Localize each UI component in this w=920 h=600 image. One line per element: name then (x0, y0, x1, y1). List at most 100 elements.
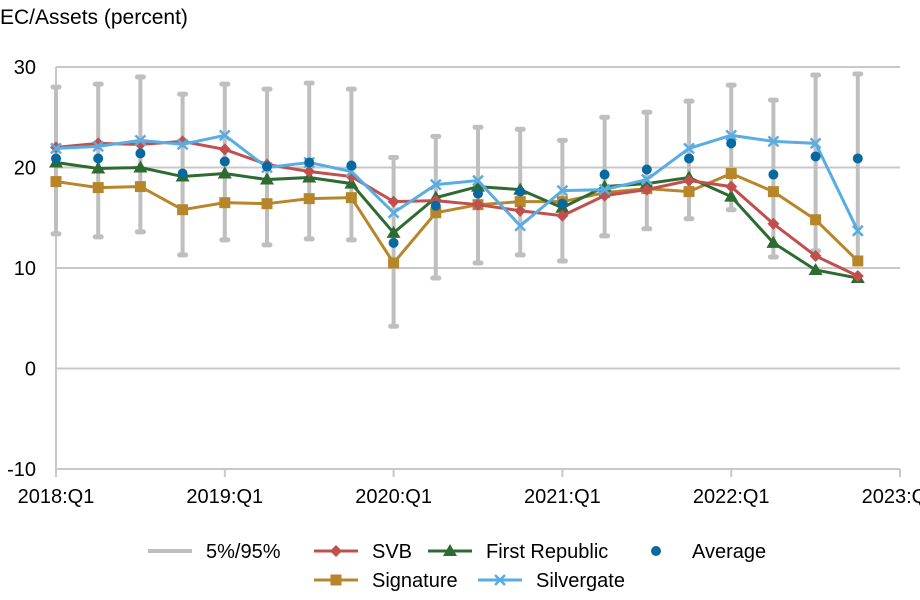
x-tick-label: 2020:Q1 (355, 486, 432, 508)
data-point-svb (725, 180, 738, 193)
data-point-silvergate (134, 134, 147, 147)
data-point-signature (430, 207, 442, 219)
data-point-silvergate (514, 219, 527, 232)
legend-marker (651, 546, 661, 556)
data-point-first-republic (766, 235, 781, 248)
data-point-silvergate (598, 183, 611, 196)
data-point-silvergate (472, 174, 484, 187)
legend-marker (330, 574, 342, 586)
legend-marker (494, 574, 506, 586)
data-point-signature (810, 214, 822, 226)
data-point-silvergate (429, 178, 442, 191)
data-point-average (557, 198, 568, 209)
data-point-silvergate (176, 138, 189, 151)
data-point-svb (851, 270, 864, 283)
data-point-signature (514, 196, 526, 208)
data-point-signature (219, 197, 231, 209)
data-point-average (177, 168, 188, 179)
legend-label: SVB (372, 541, 412, 563)
legend-item-range: 5%/95% (148, 541, 281, 563)
legend-marker (443, 544, 457, 556)
series-line-first-republic (55, 160, 859, 280)
data-point-average (684, 153, 694, 164)
data-point-silvergate (387, 206, 400, 219)
legend-item-silvergate: Silvergate (478, 570, 625, 592)
data-point-average (93, 153, 104, 164)
x-tick-label: 2018:Q1 (18, 486, 95, 508)
data-point-signature (303, 193, 315, 205)
data-point-silvergate (556, 184, 569, 197)
data-point-signature (134, 181, 146, 193)
data-point-average (346, 160, 357, 171)
y-tick-label: 10 (14, 258, 36, 280)
data-point-signature (852, 255, 864, 267)
data-point-signature (725, 168, 737, 180)
legend-label: First Republic (486, 541, 608, 563)
y-tick-label: 20 (14, 158, 36, 180)
data-point-silvergate (640, 173, 653, 186)
data-point-average (810, 151, 821, 162)
x-tick-label: 2019:Q1 (186, 486, 263, 508)
data-point-signature (683, 186, 695, 198)
y-axis-label: EC/Assets (percent) (0, 6, 188, 29)
data-point-signature (177, 204, 189, 216)
series-line-silvergate (55, 133, 860, 232)
data-point-average (515, 186, 526, 197)
x-tick-label: 2023:Q1 (862, 486, 920, 508)
data-point-silvergate (683, 142, 695, 155)
data-point-signature (388, 257, 400, 269)
data-point-average (768, 169, 779, 180)
y-tick-label: -10 (7, 459, 36, 481)
series-line-signature (55, 171, 859, 266)
data-point-average (304, 157, 315, 168)
data-point-svb (683, 174, 695, 187)
series-average (51, 138, 863, 248)
data-point-first-republic (471, 179, 485, 192)
data-point-svb (556, 209, 569, 222)
data-point-silvergate (50, 142, 62, 155)
data-point-average (262, 161, 272, 172)
data-point-signature (345, 192, 357, 204)
legend-label: Silvergate (536, 570, 625, 592)
data-point-first-republic (639, 176, 654, 189)
legend-label: 5%/95% (206, 541, 281, 563)
legend-marker (330, 545, 342, 557)
data-point-average (726, 138, 737, 149)
data-point-svb (387, 195, 400, 208)
data-point-first-republic (260, 172, 274, 185)
data-point-average (51, 153, 61, 164)
data-point-signature (50, 176, 62, 188)
data-point-average (599, 169, 610, 180)
data-point-average (219, 156, 230, 167)
legend-item-average: Average (651, 541, 766, 563)
data-point-silvergate (809, 137, 822, 150)
y-tick-label: 0 (25, 359, 36, 381)
data-point-silvergate (92, 140, 105, 153)
data-point-first-republic (133, 160, 148, 173)
series-first-republic (49, 155, 865, 284)
legend-item-svb: SVB (314, 541, 412, 563)
data-point-silvergate (725, 129, 738, 142)
data-point-average (852, 153, 863, 164)
data-point-signature (92, 182, 104, 194)
data-point-average (641, 164, 652, 175)
data-point-signature (261, 198, 273, 210)
data-point-svb (514, 204, 527, 217)
data-point-signature (767, 186, 779, 198)
data-point-svb (767, 217, 780, 230)
data-point-average (135, 148, 146, 159)
legend-label: Average (692, 541, 766, 563)
series-silvergate (50, 129, 864, 237)
data-point-first-republic (386, 225, 401, 238)
data-point-first-republic (91, 161, 106, 174)
y-tick-label: 30 (14, 57, 36, 79)
data-point-average (388, 237, 399, 248)
data-point-first-republic (217, 166, 232, 179)
data-point-average (473, 188, 483, 199)
legend-item-signature: Signature (314, 570, 458, 592)
x-tick-label: 2021:Q1 (524, 486, 601, 508)
legend-item-first-republic: First Republic (428, 541, 608, 563)
data-point-svb (472, 198, 484, 211)
data-point-silvergate (851, 224, 864, 237)
